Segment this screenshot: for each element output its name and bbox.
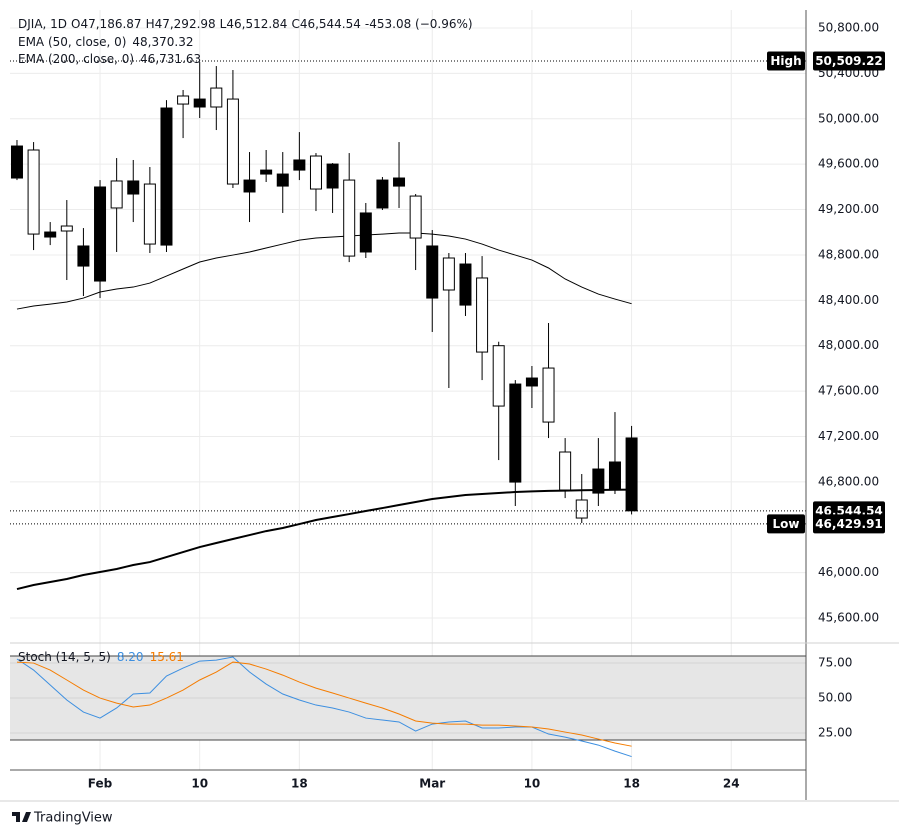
open-label: O47,186.87 — [71, 17, 142, 31]
candle-body — [110, 180, 123, 209]
x-tick-label: Mar — [419, 777, 445, 791]
close-label: C46,544.54 — [291, 17, 360, 31]
price-badge-name-box — [767, 51, 805, 71]
candle-body — [459, 263, 472, 306]
candle-body — [27, 149, 40, 235]
low-label: L46,512.84 — [220, 17, 288, 31]
high-label: H47,292.98 — [146, 17, 216, 31]
candle-body — [442, 257, 455, 291]
candle-body — [160, 107, 173, 246]
brand: TradingView — [33, 811, 113, 826]
y-tick-label: 75.00 — [818, 656, 852, 670]
candle-body — [476, 277, 489, 353]
candle-body — [10, 145, 23, 179]
price-badge-label: 46,429.91 — [815, 517, 883, 531]
candle-body — [276, 173, 289, 187]
stoch-k-value: 8.20 — [117, 650, 144, 664]
candle-body — [359, 212, 372, 253]
candle-body — [293, 159, 306, 171]
ema-name: EMA (50, close, 0) — [18, 35, 126, 49]
candle-body — [426, 245, 439, 299]
candle-body — [193, 98, 206, 108]
line — [16, 232, 632, 310]
legend-ema200: EMA (200, close, 0) 46,731.63 — [18, 52, 201, 66]
candle-body — [509, 383, 522, 483]
candle-body — [625, 437, 638, 512]
x-tick-label: 18 — [291, 777, 308, 791]
y-tick-label: 45,600.00 — [818, 610, 879, 624]
logo — [12, 812, 31, 822]
y-tick-label: 46,800.00 — [818, 474, 879, 488]
y-tick-label: 48,400.00 — [818, 293, 879, 307]
y-tick-label: 47,600.00 — [818, 384, 879, 398]
candle-body — [409, 195, 422, 239]
y-tick-label: 50,800.00 — [818, 21, 879, 35]
price-badge — [813, 514, 885, 534]
legend-main: DJIA, 1D O47,186.87 H47,292.98 L46,512.84 C4… — [18, 17, 473, 31]
candle-body — [608, 461, 621, 491]
labels-layer: Feb 10 18 Mar 10 18 2450,800.0050,400.0050,000… — [88, 21, 885, 791]
x-tick-label: 10 — [191, 777, 208, 791]
ema-value: 48,370.32 — [132, 35, 193, 49]
x-tick-label: 10 — [524, 777, 541, 791]
y-tick-label: 46,000.00 — [818, 565, 879, 579]
candle-body — [525, 377, 538, 387]
candle-body — [210, 87, 223, 108]
candle-body — [60, 225, 73, 232]
line — [16, 661, 632, 747]
candle-body — [326, 163, 339, 189]
candle-body — [575, 499, 588, 519]
price-badge-name-box — [767, 514, 805, 534]
y-tick-label: 48,800.00 — [818, 247, 879, 261]
candle-body — [77, 245, 90, 267]
candle-body — [44, 231, 57, 238]
candle-body — [309, 155, 322, 190]
x-tick-label: Feb — [88, 777, 113, 791]
stoch-title: Stoch (14, 5, 5) — [18, 650, 111, 664]
legend-ema50: EMA (50, close, 0) 48,370.32 — [18, 35, 193, 49]
candle-body — [492, 345, 505, 407]
y-tick-label: 50.00 — [818, 691, 852, 705]
y-tick-label: 47,200.00 — [818, 429, 879, 443]
candle-body — [226, 98, 239, 185]
stoch-legend: Stoch (14, 5, 5) 8.20 15.61 — [18, 650, 184, 664]
candle-body — [376, 179, 389, 209]
symbol: DJIA, 1D — [18, 17, 67, 31]
line — [16, 488, 632, 591]
y-tick-label: 48,000.00 — [818, 338, 879, 352]
candle-body — [127, 180, 140, 195]
price-badge-label: 46,544.54 — [815, 504, 883, 518]
x-tick-label: 24 — [723, 777, 740, 791]
candle-body — [559, 451, 572, 491]
price-badge-name: High — [770, 54, 801, 68]
marks-layer — [10, 60, 806, 758]
candle-body — [343, 179, 356, 257]
x-tick-label: 18 — [623, 777, 640, 791]
change-label: -453.08 (−0.96%) — [365, 17, 473, 31]
y-tick-label: 50,000.00 — [818, 111, 879, 125]
candle-body — [592, 468, 605, 494]
candle-body — [393, 177, 406, 187]
price-badge — [813, 51, 885, 71]
ema-value: 46,731.63 — [140, 52, 201, 66]
price-badge-label: 50,509.22 — [815, 54, 883, 68]
candle-body — [143, 183, 156, 245]
candle-body — [243, 179, 256, 193]
candle-body — [260, 169, 273, 175]
ema-name: EMA (200, close, 0) — [18, 52, 134, 66]
candle-body — [94, 186, 107, 282]
candle-body — [542, 367, 555, 423]
stoch-d-value: 15.61 — [150, 650, 184, 664]
y-tick-label: 25.00 — [818, 726, 852, 740]
candle-body — [177, 95, 190, 105]
y-tick-label: 49,200.00 — [818, 202, 879, 216]
y-tick-label: 49,600.00 — [818, 157, 879, 171]
price-badge-name: Low — [773, 517, 800, 531]
